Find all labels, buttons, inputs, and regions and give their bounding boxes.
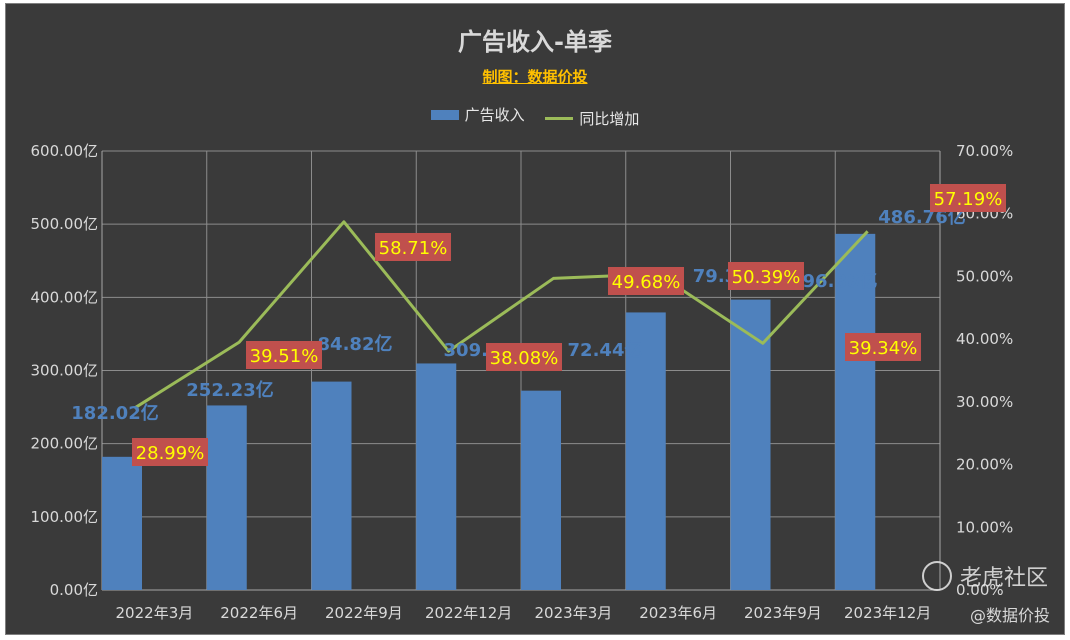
bar-ad-revenue [206, 405, 247, 590]
bar-ad-revenue [521, 390, 561, 590]
bar-data-label: 84.82亿 [318, 333, 393, 355]
x-tick-label: 2023年9月 [744, 604, 822, 622]
chart-title: 广告收入-单季 [458, 28, 612, 56]
y-left-tick-label: 300.00亿 [31, 362, 99, 380]
x-tick-label: 2022年3月 [116, 604, 194, 622]
line-data-label-box [246, 341, 322, 369]
line-data-label-box [930, 184, 1006, 212]
line-yoy-growth [133, 220, 869, 410]
bar-ad-revenue [416, 363, 457, 590]
y-right-tick-label: 20.00% [956, 456, 1013, 474]
line-data-label-box [728, 262, 804, 290]
bar-ad-revenue [625, 312, 666, 590]
y-left-tick-label: 0.00亿 [50, 581, 98, 599]
x-tick-label: 2023年3月 [535, 604, 613, 622]
legend-item-ad-revenue: 广告收入 [430, 104, 525, 125]
x-tick-label: 2022年6月 [220, 604, 298, 622]
y-left-tick-label: 400.00亿 [31, 288, 99, 306]
line-data-label: 38.08% [490, 348, 559, 369]
line-data-label: 50.39% [732, 267, 801, 288]
y-right-tick-label: 0.00% [956, 581, 1004, 599]
line-data-label: 58.71% [379, 238, 448, 259]
watermark-brand: 老虎社区 [959, 566, 1048, 591]
line-data-label: 49.68% [612, 272, 681, 293]
bar-data-label: 96.88亿 [803, 270, 878, 292]
legend-item-yoy: 同比增加 [545, 108, 639, 129]
watermark: 老虎社区 [921, 560, 1048, 592]
line-data-label-box [486, 343, 562, 371]
chart-legend: 广告收入 同比增加 [6, 104, 1064, 129]
legend-label-yoy: 同比增加 [579, 109, 640, 128]
y-right-tick-label: 70.00% [956, 142, 1013, 160]
legend-label-ad-revenue: 广告收入 [464, 106, 525, 124]
legend-swatch-line [545, 116, 574, 120]
line-data-label-box [375, 233, 451, 261]
bar-ad-revenue [102, 456, 142, 590]
legend-swatch-bar [430, 109, 459, 120]
y-right-tick-label: 30.00% [956, 393, 1013, 411]
x-tick-label: 2022年9月 [325, 604, 403, 622]
bar-ad-revenue [835, 233, 876, 590]
line-data-label: 39.34% [849, 338, 918, 359]
line-data-label-box [845, 333, 921, 361]
tiger-logo-icon [921, 561, 952, 591]
y-left-tick-label: 500.00亿 [31, 215, 99, 233]
bar-data-label: 79.3 [693, 266, 737, 287]
line-data-label: 28.99% [136, 443, 205, 464]
bar-data-label: 252.23亿 [186, 379, 273, 401]
bar-ad-revenue [730, 299, 771, 590]
y-right-tick-label: 50.00% [956, 267, 1013, 285]
bar-ad-revenue [311, 381, 352, 590]
chart-subtitle: 制图：数据价投 [482, 68, 588, 86]
line-data-label: 57.19% [934, 189, 1003, 210]
watermark-author: @数据价投 [969, 606, 1050, 625]
x-tick-label: 2023年12月 [844, 604, 931, 622]
line-data-label: 39.51% [250, 346, 319, 367]
y-left-tick-label: 600.00亿 [31, 142, 99, 160]
y-right-tick-label: 40.00% [956, 330, 1013, 348]
x-tick-label: 2023年6月 [639, 604, 717, 622]
y-right-tick-label: 10.00% [956, 518, 1013, 536]
bar-data-label: 182.02亿 [71, 402, 158, 424]
y-left-tick-label: 200.00亿 [31, 435, 99, 453]
line-data-label-box [132, 438, 208, 466]
bar-data-label: 72.44亿 [568, 339, 643, 361]
x-tick-label: 2022年12月 [425, 604, 512, 622]
y-left-tick-label: 100.00亿 [31, 508, 99, 526]
line-data-label-box [608, 267, 684, 295]
